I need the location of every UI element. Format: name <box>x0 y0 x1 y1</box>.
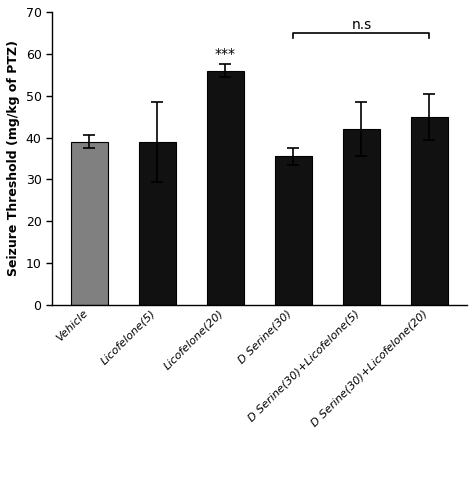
Bar <box>207 70 244 305</box>
Bar <box>343 129 380 305</box>
Bar <box>139 142 176 305</box>
Text: n.s: n.s <box>351 18 372 32</box>
Y-axis label: Seizure Threshold (mg/kg of PTZ): Seizure Threshold (mg/kg of PTZ) <box>7 40 20 277</box>
Bar <box>71 142 108 305</box>
Text: ***: *** <box>215 47 236 61</box>
Bar <box>411 117 448 305</box>
Bar <box>275 156 312 305</box>
